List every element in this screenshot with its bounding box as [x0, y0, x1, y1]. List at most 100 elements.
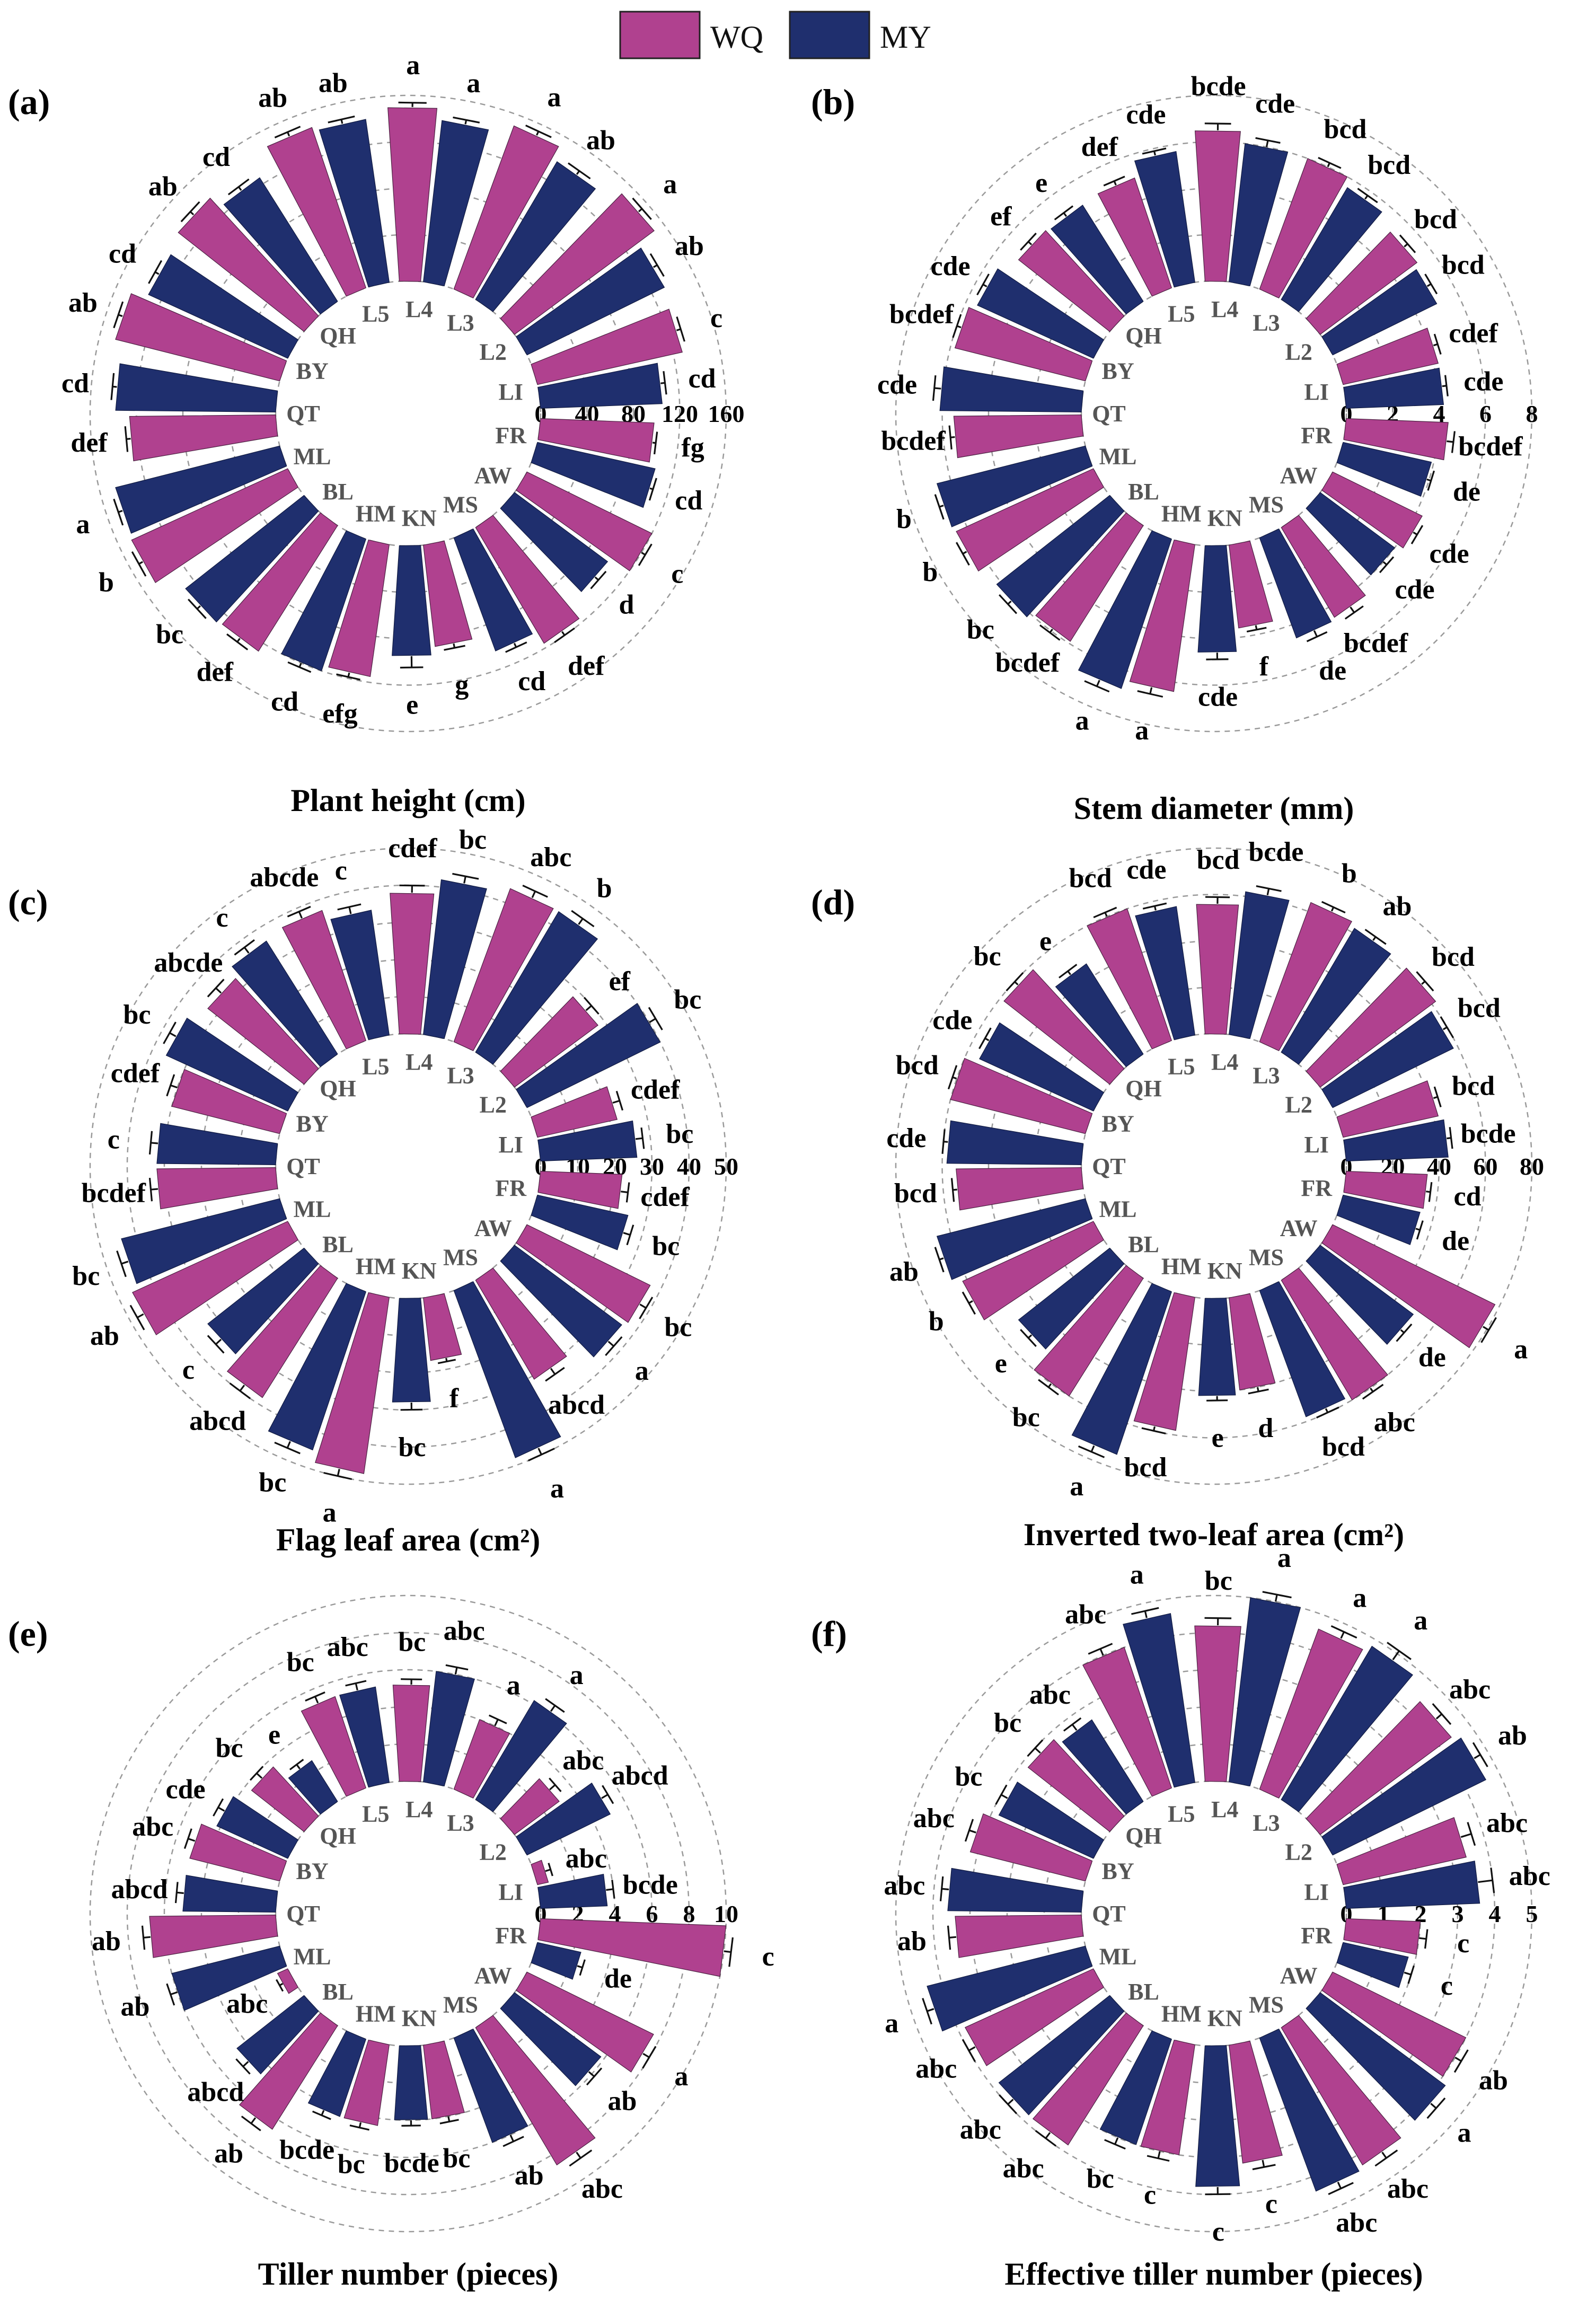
significance-letter: bc: [338, 2149, 365, 2180]
error-bar-cap: [163, 1021, 177, 1044]
significance-letter: a: [674, 2061, 688, 2092]
significance-letter: def: [70, 428, 108, 458]
category-label: BY: [296, 358, 329, 384]
significance-letter: bc: [955, 1761, 982, 1792]
error-bar: [1045, 2132, 1051, 2139]
error-bar-cap: [1416, 1220, 1424, 1240]
bar-my-qh: [232, 940, 338, 1068]
category-label: BL: [322, 479, 354, 505]
significance-letter: cd: [202, 142, 230, 172]
error-bar-cap: [398, 101, 427, 104]
error-bar-cap: [1444, 375, 1449, 396]
category-label: L5: [1168, 1054, 1195, 1080]
bar-wq-l4: [392, 1685, 430, 1782]
significance-letter: abc: [915, 2054, 957, 2084]
error-bar-cap: [1142, 147, 1167, 155]
bar-my-hm: [307, 2030, 367, 2117]
bar-wq-hm: [1129, 539, 1195, 692]
bar-wq-l5: [1097, 177, 1172, 297]
error-bar-cap: [1428, 1182, 1433, 1202]
bar-my-bl: [998, 1995, 1125, 2116]
error-bar-cap: [1039, 624, 1061, 641]
category-label: ML: [294, 1196, 331, 1222]
significance-letter: bc: [652, 1231, 680, 1262]
significance-letter: bcdef: [1458, 431, 1523, 462]
significance-letter: b: [99, 567, 114, 597]
category-label: QT: [286, 1153, 320, 1179]
error-bar-cap: [113, 498, 124, 526]
error-bar-cap: [148, 1131, 153, 1155]
error-bar: [136, 1313, 144, 1319]
bar-my-kn: [392, 1298, 431, 1403]
significance-letter: a: [323, 1497, 337, 1528]
category-label: L4: [1211, 296, 1238, 322]
bar-wq-hm: [1140, 2039, 1195, 2156]
error-bar-cap: [229, 1382, 251, 1399]
significance-letter: bc: [1205, 1566, 1232, 1596]
significance-letter: bcde: [384, 2148, 439, 2179]
bar-my-l2: [1321, 1011, 1454, 1108]
significance-letter: cde: [1429, 539, 1469, 569]
bar-wq-aw: [516, 471, 652, 571]
category-label: L2: [1285, 339, 1312, 365]
error-bar-cap: [549, 1777, 562, 1792]
category-label: QH: [1125, 323, 1161, 349]
error-bar-cap: [952, 314, 962, 338]
bar-my-aw: [1306, 1992, 1446, 2121]
bar-my-bl: [996, 495, 1125, 618]
panel-title-b: Stem diameter (mm): [1074, 791, 1354, 826]
significance-letter: bc: [398, 1432, 426, 1462]
error-bar: [621, 1191, 629, 1194]
error-bar-cap: [976, 274, 990, 296]
error-bar-cap: [962, 2039, 976, 2063]
error-bar: [1392, 1650, 1400, 1661]
significance-letter: cd: [518, 666, 545, 697]
significance-letter: f: [1259, 651, 1269, 682]
bar-my-kn: [1197, 545, 1237, 653]
bar-my-l3: [1281, 1645, 1413, 1812]
error-bar-cap: [1038, 1379, 1059, 1396]
error-bar: [1435, 1713, 1443, 1720]
significance-letter: bc: [216, 1733, 243, 1764]
error-bar-cap: [999, 594, 1018, 614]
significance-letter: e: [1035, 168, 1047, 198]
category-label: AW: [1280, 1962, 1318, 1988]
error-bar-cap: [1252, 2164, 1276, 2171]
error-bar: [215, 987, 222, 994]
error-bar-cap: [1490, 1867, 1495, 1893]
error-bar: [120, 1261, 129, 1265]
significance-letter: a: [1130, 1559, 1144, 1590]
error-bar-cap: [213, 1798, 224, 1817]
significance-letter: c: [1212, 2217, 1224, 2247]
bar-my-l2: [516, 248, 665, 356]
legend-label-wq: WQ: [710, 20, 763, 55]
significance-letter: e: [1039, 927, 1052, 957]
significance-letter: abc: [960, 2115, 1001, 2145]
bar-wq-fr: [1343, 1170, 1428, 1209]
error-bar-cap: [1142, 902, 1167, 910]
significance-letter: c: [710, 303, 722, 333]
significance-letter: ab: [258, 83, 287, 113]
error-bar-cap: [227, 178, 250, 196]
bar-wq-l5: [301, 1696, 367, 1797]
category-label: FR: [495, 422, 527, 448]
significance-letter: g: [455, 669, 469, 700]
error-bar-cap: [1472, 1742, 1488, 1767]
error-bar-cap: [337, 903, 361, 911]
bar-my-li: [537, 363, 663, 409]
significance-letter: b: [1342, 858, 1357, 888]
significance-letter: c: [762, 1942, 774, 1972]
significance-letter: a: [1414, 1606, 1427, 1636]
error-bar-cap: [999, 2094, 1018, 2114]
category-label: BL: [1128, 479, 1159, 505]
bar-wq-kn: [423, 540, 473, 647]
axis-tick-label: 3: [1452, 1900, 1464, 1927]
error-bar-cap: [328, 116, 355, 124]
grid-circle: [89, 847, 727, 1485]
error-bar-cap: [129, 1305, 145, 1330]
bar-my-li: [1343, 1861, 1480, 1909]
bar-wq-qt: [956, 1167, 1084, 1211]
error-bar: [1340, 1631, 1345, 1639]
axis-tick-label: 6: [646, 1900, 658, 1927]
